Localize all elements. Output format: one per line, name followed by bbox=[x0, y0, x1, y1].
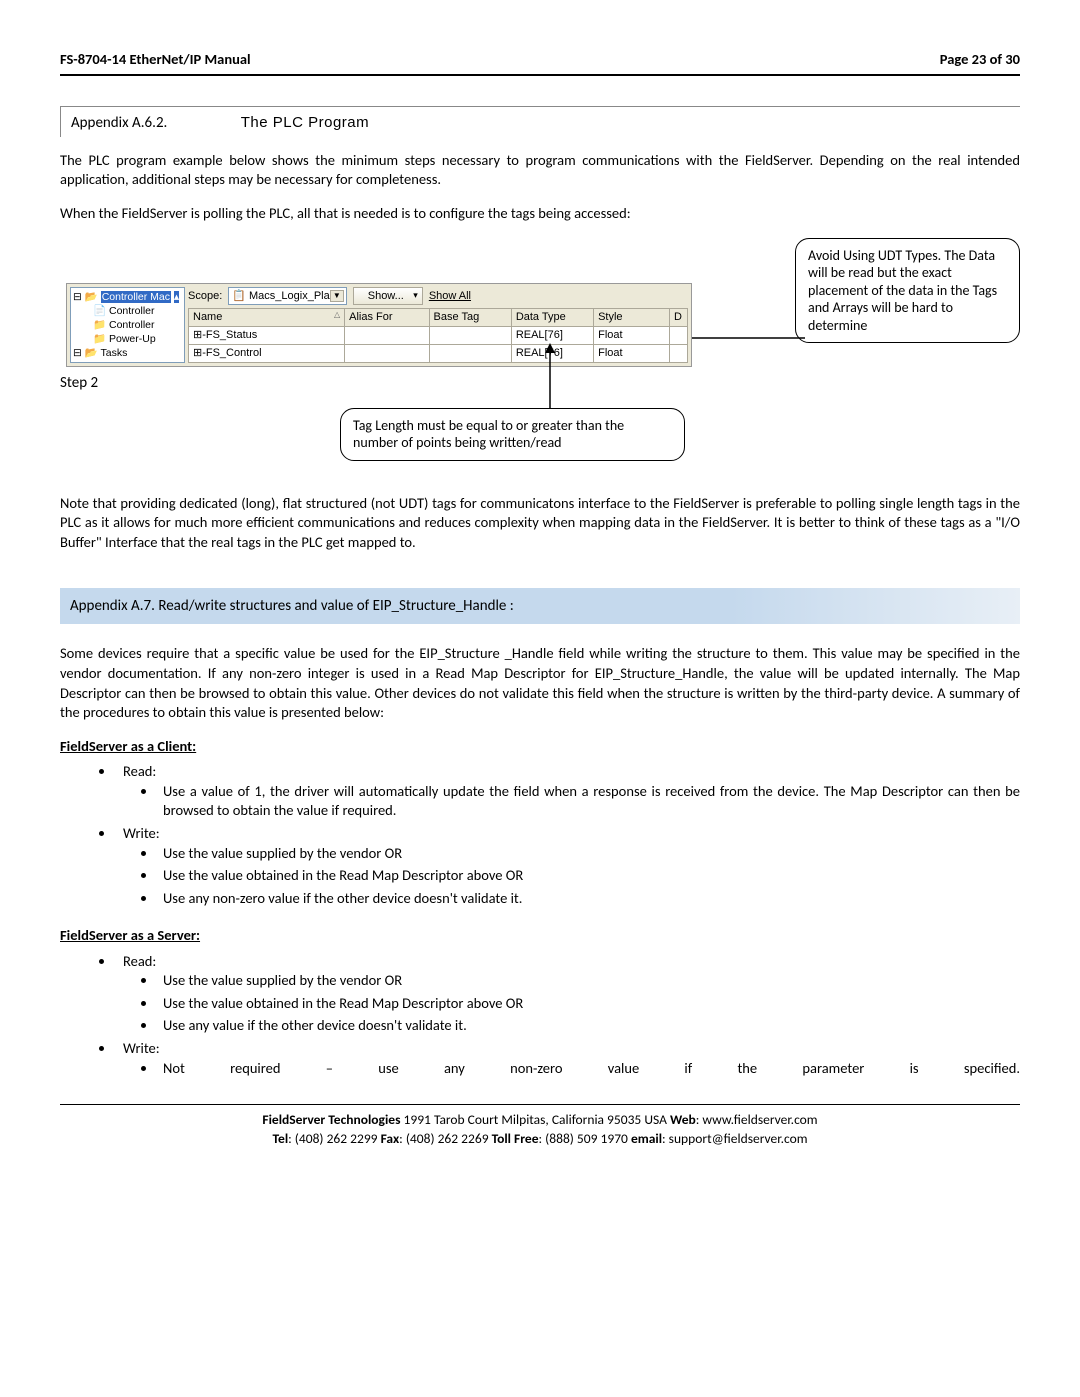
section-a62-num: Appendix A.6.2. bbox=[71, 114, 167, 132]
col-style[interactable]: Style bbox=[594, 309, 670, 327]
server-heading: FieldServer as a Server: bbox=[60, 926, 1020, 946]
list-item: Not required – use any non-zero value if… bbox=[157, 1059, 1020, 1079]
client-heading: FieldServer as a Client: bbox=[60, 737, 1020, 757]
section-a7-heading: Appendix A.7. Read/write structures and … bbox=[60, 588, 1020, 624]
footer-rule bbox=[60, 1104, 1020, 1111]
show-button[interactable]: Show... bbox=[353, 287, 423, 306]
show-all-link[interactable]: Show All bbox=[429, 289, 471, 304]
list-item: Use a value of 1, the driver will automa… bbox=[157, 782, 1020, 821]
col-d[interactable]: D bbox=[670, 309, 688, 327]
list-item: Use the value obtained in the Read Map D… bbox=[157, 866, 1020, 886]
table-header-row: Name△ Alias For Base Tag Data Type Style… bbox=[189, 309, 688, 327]
step2-label: Step 2 bbox=[60, 373, 98, 393]
list-item: Read: Use the value supplied by the vend… bbox=[115, 952, 1020, 1036]
callout-taglength: Tag Length must be equal to or greater t… bbox=[340, 408, 685, 461]
a62-para1: The PLC program example below shows the … bbox=[60, 151, 1020, 190]
col-name[interactable]: Name△ bbox=[189, 309, 345, 327]
page-header: FS-8704-14 EtherNet/IP Manual Page 23 of… bbox=[60, 50, 1020, 76]
list-item: Use any value if the other device doesn'… bbox=[157, 1016, 1020, 1036]
controller-tree[interactable]: ⊟ 📂 Controller Mac ▴ 📄 Controller 📁 Cont… bbox=[70, 287, 185, 363]
section-a62-heading: Appendix A.6.2. The PLC Program bbox=[60, 106, 1020, 137]
note-paragraph: Note that providing dedicated (long), fl… bbox=[60, 494, 1020, 553]
scope-dropdown[interactable]: 📋 Macs_Logix_Pla bbox=[228, 287, 346, 306]
client-list: Read: Use a value of 1, the driver will … bbox=[115, 762, 1020, 908]
list-item: Write: Not required – use any non-zero v… bbox=[115, 1039, 1020, 1078]
list-item: Use any non-zero value if the other devi… bbox=[157, 889, 1020, 909]
header-left: FS-8704-14 EtherNet/IP Manual bbox=[60, 50, 251, 70]
list-item: Use the value supplied by the vendor OR bbox=[157, 971, 1020, 991]
server-list: Read: Use the value supplied by the vend… bbox=[115, 952, 1020, 1078]
list-item: Use the value obtained in the Read Map D… bbox=[157, 994, 1020, 1014]
list-item: Read: Use a value of 1, the driver will … bbox=[115, 762, 1020, 821]
list-item: Use the value supplied by the vendor OR bbox=[157, 844, 1020, 864]
col-alias[interactable]: Alias For bbox=[345, 309, 429, 327]
col-datatype[interactable]: Data Type bbox=[511, 309, 593, 327]
callout-taglength-arrow bbox=[510, 338, 630, 413]
section-a62-name: The PLC Program bbox=[241, 114, 369, 131]
header-right: Page 23 of 30 bbox=[940, 50, 1020, 70]
a7-para1: Some devices require that a specific val… bbox=[60, 644, 1020, 722]
col-basetag[interactable]: Base Tag bbox=[429, 309, 511, 327]
page-footer: FieldServer Technologies 1991 Tarob Cour… bbox=[60, 1111, 1020, 1149]
scope-label: Scope: bbox=[188, 289, 222, 304]
list-item: Write: Use the value supplied by the ven… bbox=[115, 824, 1020, 908]
plc-figure: Avoid Using UDT Types. The Data will be … bbox=[60, 238, 1020, 458]
callout-udt: Avoid Using UDT Types. The Data will be … bbox=[795, 238, 1020, 344]
a62-para2: When the FieldServer is polling the PLC,… bbox=[60, 204, 1020, 224]
